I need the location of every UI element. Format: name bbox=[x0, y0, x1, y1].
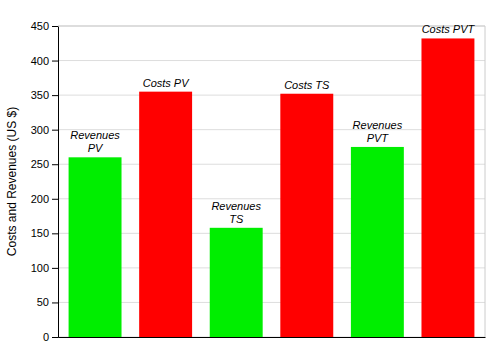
bar-label: RevenuesPV bbox=[70, 129, 120, 154]
y-tick-mark bbox=[52, 61, 58, 62]
y-tick: 0 bbox=[43, 331, 58, 343]
chart-container: 050100150200250300350400450RevenuesPVCos… bbox=[0, 0, 500, 351]
y-tick-mark bbox=[52, 164, 58, 165]
y-tick: 450 bbox=[31, 20, 58, 32]
y-tick-label: 100 bbox=[31, 262, 49, 274]
bar bbox=[139, 92, 192, 337]
bars bbox=[69, 38, 475, 337]
bar bbox=[69, 157, 122, 337]
grid-line bbox=[58, 95, 485, 96]
bar-label-line: PVT bbox=[367, 132, 390, 144]
y-tick: 400 bbox=[31, 55, 58, 67]
y-tick-label: 450 bbox=[31, 20, 49, 32]
bar-labels: RevenuesPVCosts PVRevenuesTSCosts TSReve… bbox=[70, 23, 475, 224]
chart-svg: 050100150200250300350400450RevenuesPVCos… bbox=[0, 0, 500, 351]
y-tick-mark bbox=[52, 199, 58, 200]
y-tick-mark bbox=[52, 302, 58, 303]
y-tick-label: 150 bbox=[31, 227, 49, 239]
y-tick-label: 300 bbox=[31, 124, 49, 136]
bar-label-line: Revenues bbox=[353, 119, 403, 131]
y-tick-label: 350 bbox=[31, 89, 49, 101]
bar-label-line: TS bbox=[229, 213, 244, 225]
grid-line bbox=[58, 337, 485, 338]
y-tick-label: 50 bbox=[37, 296, 49, 308]
y-tick-label: 0 bbox=[43, 331, 49, 343]
y-tick-mark bbox=[52, 95, 58, 96]
y-tick: 350 bbox=[31, 89, 58, 101]
y-tick-label: 250 bbox=[31, 158, 49, 170]
bar-label-line: Costs TS bbox=[284, 79, 330, 91]
bar-label: Costs PV bbox=[143, 77, 191, 89]
y-axis-line bbox=[52, 27, 59, 338]
y-tick: 250 bbox=[31, 158, 58, 170]
y-tick-mark bbox=[52, 233, 58, 234]
grid-line bbox=[58, 129, 485, 130]
y-tick: 150 bbox=[31, 227, 58, 239]
bar-label-line: Revenues bbox=[211, 200, 261, 212]
y-tick-mark bbox=[52, 337, 58, 338]
grid-line bbox=[58, 198, 485, 199]
y-tick-label: 200 bbox=[31, 193, 49, 205]
bar-label-line: Revenues bbox=[70, 129, 120, 141]
y-tick: 50 bbox=[37, 296, 58, 308]
grid-line bbox=[58, 302, 485, 303]
frame-right bbox=[485, 26, 486, 337]
bar-label-line: PV bbox=[88, 142, 104, 154]
bar bbox=[351, 147, 404, 337]
bar bbox=[421, 38, 474, 337]
y-axis: 0 50 100 150 200 250 300 350 400 450 bbox=[31, 20, 59, 343]
bar-label: RevenuesPVT bbox=[353, 119, 403, 144]
bar-label: RevenuesTS bbox=[211, 200, 261, 225]
bar-label-line: Costs PVT bbox=[422, 23, 476, 35]
y-tick-mark bbox=[52, 130, 58, 131]
y-tick-mark bbox=[52, 26, 58, 27]
x-axis bbox=[59, 337, 486, 338]
grid-line bbox=[58, 60, 485, 61]
grid-line bbox=[58, 164, 485, 165]
y-tick: 300 bbox=[31, 124, 58, 136]
grid-line bbox=[58, 267, 485, 268]
bar-label-line: Costs PV bbox=[143, 77, 191, 89]
grid-line bbox=[58, 233, 485, 234]
grid bbox=[58, 26, 485, 337]
y-tick: 200 bbox=[31, 193, 58, 205]
y-tick-mark bbox=[52, 268, 58, 269]
y-tick: 100 bbox=[31, 262, 58, 274]
y-tick-label: 400 bbox=[31, 55, 49, 67]
plot: 050100150200250300350400450RevenuesPVCos… bbox=[31, 20, 486, 343]
y-axis-title: Costs and Revenues (US $) bbox=[5, 107, 19, 256]
bar-label: Costs PVT bbox=[422, 23, 476, 35]
bar bbox=[210, 228, 263, 337]
x-axis-line bbox=[59, 337, 486, 338]
bar-label: Costs TS bbox=[284, 79, 330, 91]
bar bbox=[280, 94, 333, 337]
